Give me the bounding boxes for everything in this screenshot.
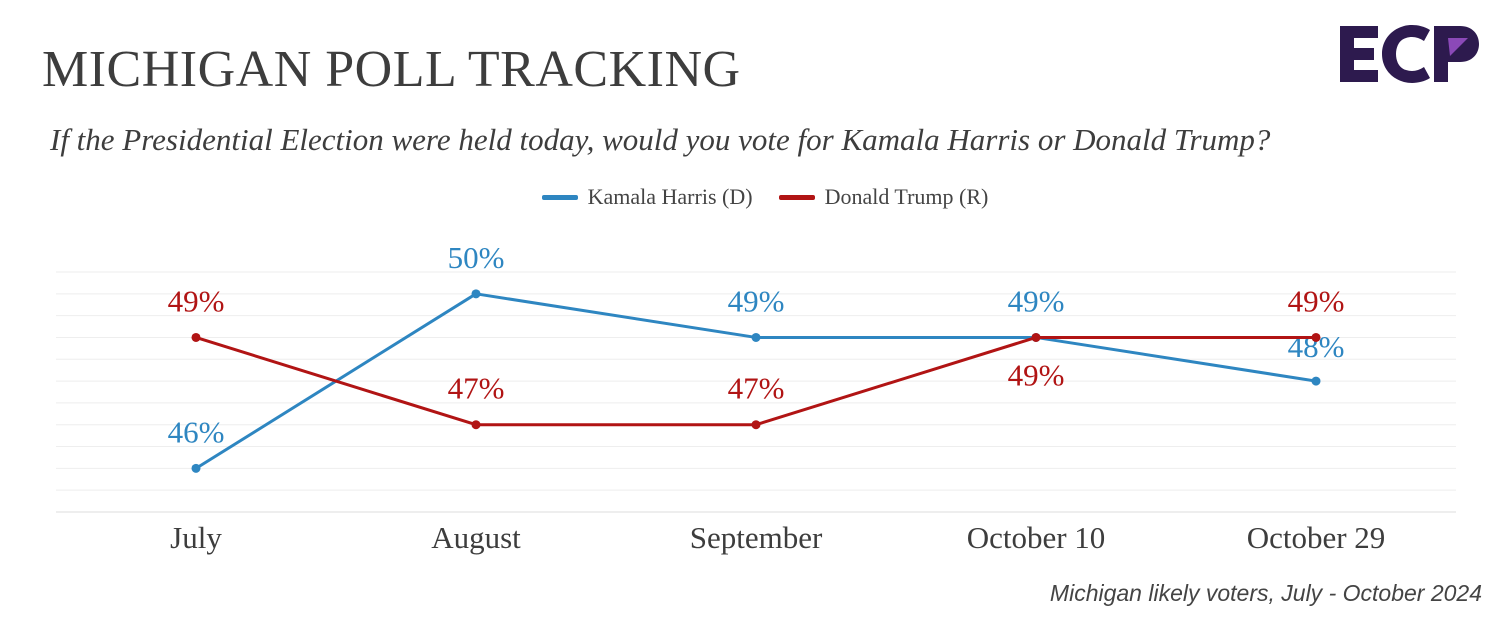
x-tick-label: October 29 [1247,520,1386,555]
data-label-harris: 49% [1008,283,1065,318]
data-point-harris [191,463,201,473]
x-tick-label: August [431,520,521,555]
chart-title: MICHIGAN POLL TRACKING [42,41,741,98]
data-label-trump: 49% [168,283,225,318]
data-label-harris: 49% [728,283,785,318]
data-point-trump [471,420,481,430]
data-point-trump [1311,332,1321,342]
legend-item-trump: Donald Trump (R) [778,184,989,210]
x-tick-label: September [690,520,823,555]
data-point-harris [471,289,481,299]
source-note: Michigan likely voters, July - October 2… [1049,580,1482,606]
data-label-trump: 47% [448,371,505,406]
legend-swatch-trump [778,194,815,200]
legend-label-harris: Kamala Harris (D) [587,184,753,209]
data-point-harris [751,332,761,342]
data-point-trump [191,332,201,342]
legend-label-trump: Donald Trump (R) [824,184,989,209]
data-point-harris [1311,376,1321,386]
legend-swatch-harris [541,194,578,200]
data-label-harris: 50% [448,240,505,275]
data-label-harris: 46% [168,414,225,449]
legend-item-harris: Kamala Harris (D) [541,184,753,210]
x-tick-label: July [170,520,222,555]
data-point-trump [751,420,761,430]
data-label-trump: 47% [728,371,785,406]
data-label-trump: 49% [1008,357,1065,392]
ecp-logo [1340,25,1479,83]
data-label-trump: 49% [1288,283,1345,318]
legend: Kamala Harris (D) Donald Trump (R) [0,184,1500,210]
chart-subtitle: If the Presidential Election were held t… [50,122,1271,157]
data-point-trump [1031,332,1041,342]
x-tick-label: October 10 [967,520,1106,555]
